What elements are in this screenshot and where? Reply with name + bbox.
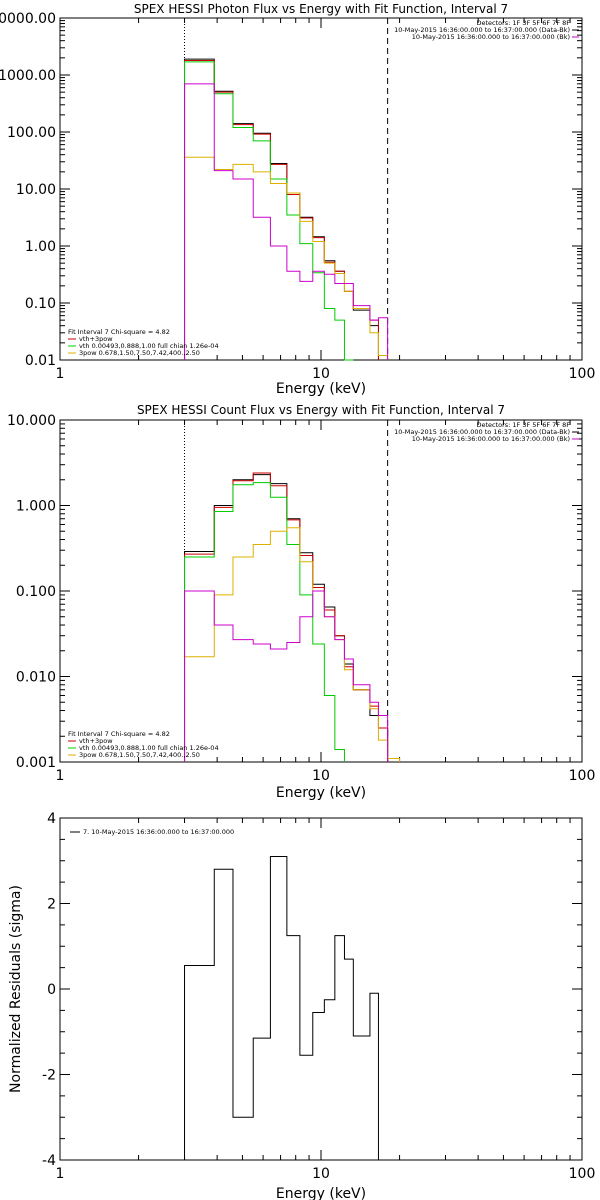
- header-line: Detectors: 1F 3F 5F 6F 7F 8F: [476, 19, 570, 27]
- x-tick-label: 100: [569, 1166, 596, 1182]
- x-tick-label: 1: [56, 768, 65, 784]
- series-line-7-10-may-2015-16-36-00-000-to-: [184, 855, 379, 1160]
- legend-entry: 7. 10-May-2015 16:36:00.000 to 16:37:00.…: [83, 828, 234, 836]
- plot-frame: [59, 17, 583, 361]
- legend-entry: vth+3pow: [79, 335, 113, 343]
- series-line-vth: [184, 61, 354, 361]
- y-tick-label: 10000.00: [0, 11, 56, 27]
- y-tick-label: 0: [47, 982, 56, 998]
- series-line-vth: [184, 482, 345, 762]
- y-tick-label: 0.10: [25, 296, 56, 312]
- y-tick-label: 2: [47, 897, 56, 913]
- y-tick-label: -2: [42, 1068, 56, 1084]
- y-tick-label: 0.010: [16, 670, 56, 686]
- legend-entry: 3pow 0.678,1.50,7.50,7.42,400.,2.50: [79, 349, 200, 357]
- series-line-vth-3pow: [184, 472, 389, 762]
- x-axis-label: Energy (keV): [276, 785, 366, 801]
- header-line: 10-May-2015 16:36:00.000 to 16:37:00.000…: [412, 33, 570, 41]
- x-tick-label: 10: [312, 366, 330, 382]
- series-line-bk: [184, 590, 389, 762]
- chart-title: SPEX HESSI Photon Flux vs Energy with Fi…: [134, 2, 508, 16]
- legend-title: Fit Interval 7 Chi-square = 4.82: [68, 328, 170, 336]
- series-line-bk: [184, 83, 389, 360]
- y-tick-label: 0.001: [16, 755, 56, 771]
- series-line-data-bk: [184, 474, 389, 762]
- legend-entry: vth 0.00493,0.888,1.00 full chian 1.26e-…: [79, 342, 219, 350]
- y-tick-label: -4: [42, 1153, 56, 1169]
- legend-title: Fit Interval 7 Chi-square = 4.82: [68, 730, 170, 738]
- x-tick-label: 1: [56, 1166, 65, 1182]
- y-tick-label: 0.100: [16, 584, 56, 600]
- residuals-panel: 1 10 100 -4 -2 0 2 4 Energy (keV) Normalized Resi…: [8, 811, 595, 1200]
- y-tick-label: 1000.00: [0, 68, 56, 84]
- header-line: 10-May-2015 16:36:00.000 to 16:37:00.000…: [394, 428, 570, 436]
- series-line-data-bk: [184, 58, 379, 360]
- x-tick-label: 100: [569, 768, 596, 784]
- header-line: Detectors: 1F 3F 5F 6F 7F 8F: [476, 421, 570, 429]
- y-tick-label: 10.00: [16, 182, 56, 198]
- legend-entry: vth 0.00493,0.888,1.00 full chian 1.26e-…: [79, 744, 219, 752]
- y-tick-label: 10.000: [7, 413, 56, 429]
- x-tick-label: 10: [312, 1166, 330, 1182]
- count-flux-panel: SPEX HESSI Count Flux vs Energy with Fit…: [7, 403, 595, 801]
- y-axis-label: Normalized Residuals (sigma): [8, 885, 24, 1093]
- legend-entry: vth+3pow: [79, 737, 113, 745]
- series-line-3pow: [184, 156, 389, 360]
- photon-flux-panel: SPEX HESSI Photon Flux vs Energy with Fi…: [0, 2, 595, 397]
- y-tick-label: 1.00: [25, 239, 56, 255]
- series-line-vth-3pow: [184, 59, 379, 360]
- x-tick-label: 100: [569, 366, 596, 382]
- series-line-3pow: [184, 527, 401, 762]
- x-tick-label: 10: [312, 768, 330, 784]
- plot-frame: [59, 817, 583, 1161]
- y-tick-label: 1.000: [16, 499, 56, 515]
- header-line: 10-May-2015 16:36:00.000 to 16:37:00.000…: [394, 26, 570, 34]
- x-axis-label: Energy (keV): [276, 1186, 366, 1200]
- x-tick-label: 1: [56, 366, 65, 382]
- chart-title: SPEX HESSI Count Flux vs Energy with Fit…: [137, 403, 505, 417]
- header-line: 10-May-2015 16:36:00.000 to 16:37:00.000…: [412, 435, 570, 443]
- y-tick-label: 100.00: [7, 125, 56, 141]
- legend-entry: 3pow 0.678,1.50,7.50,7.42,400.,2.50: [79, 751, 200, 759]
- y-tick-label: 4: [47, 811, 56, 827]
- y-tick-label: 0.01: [25, 353, 56, 369]
- x-axis-label: Energy (keV): [276, 381, 366, 397]
